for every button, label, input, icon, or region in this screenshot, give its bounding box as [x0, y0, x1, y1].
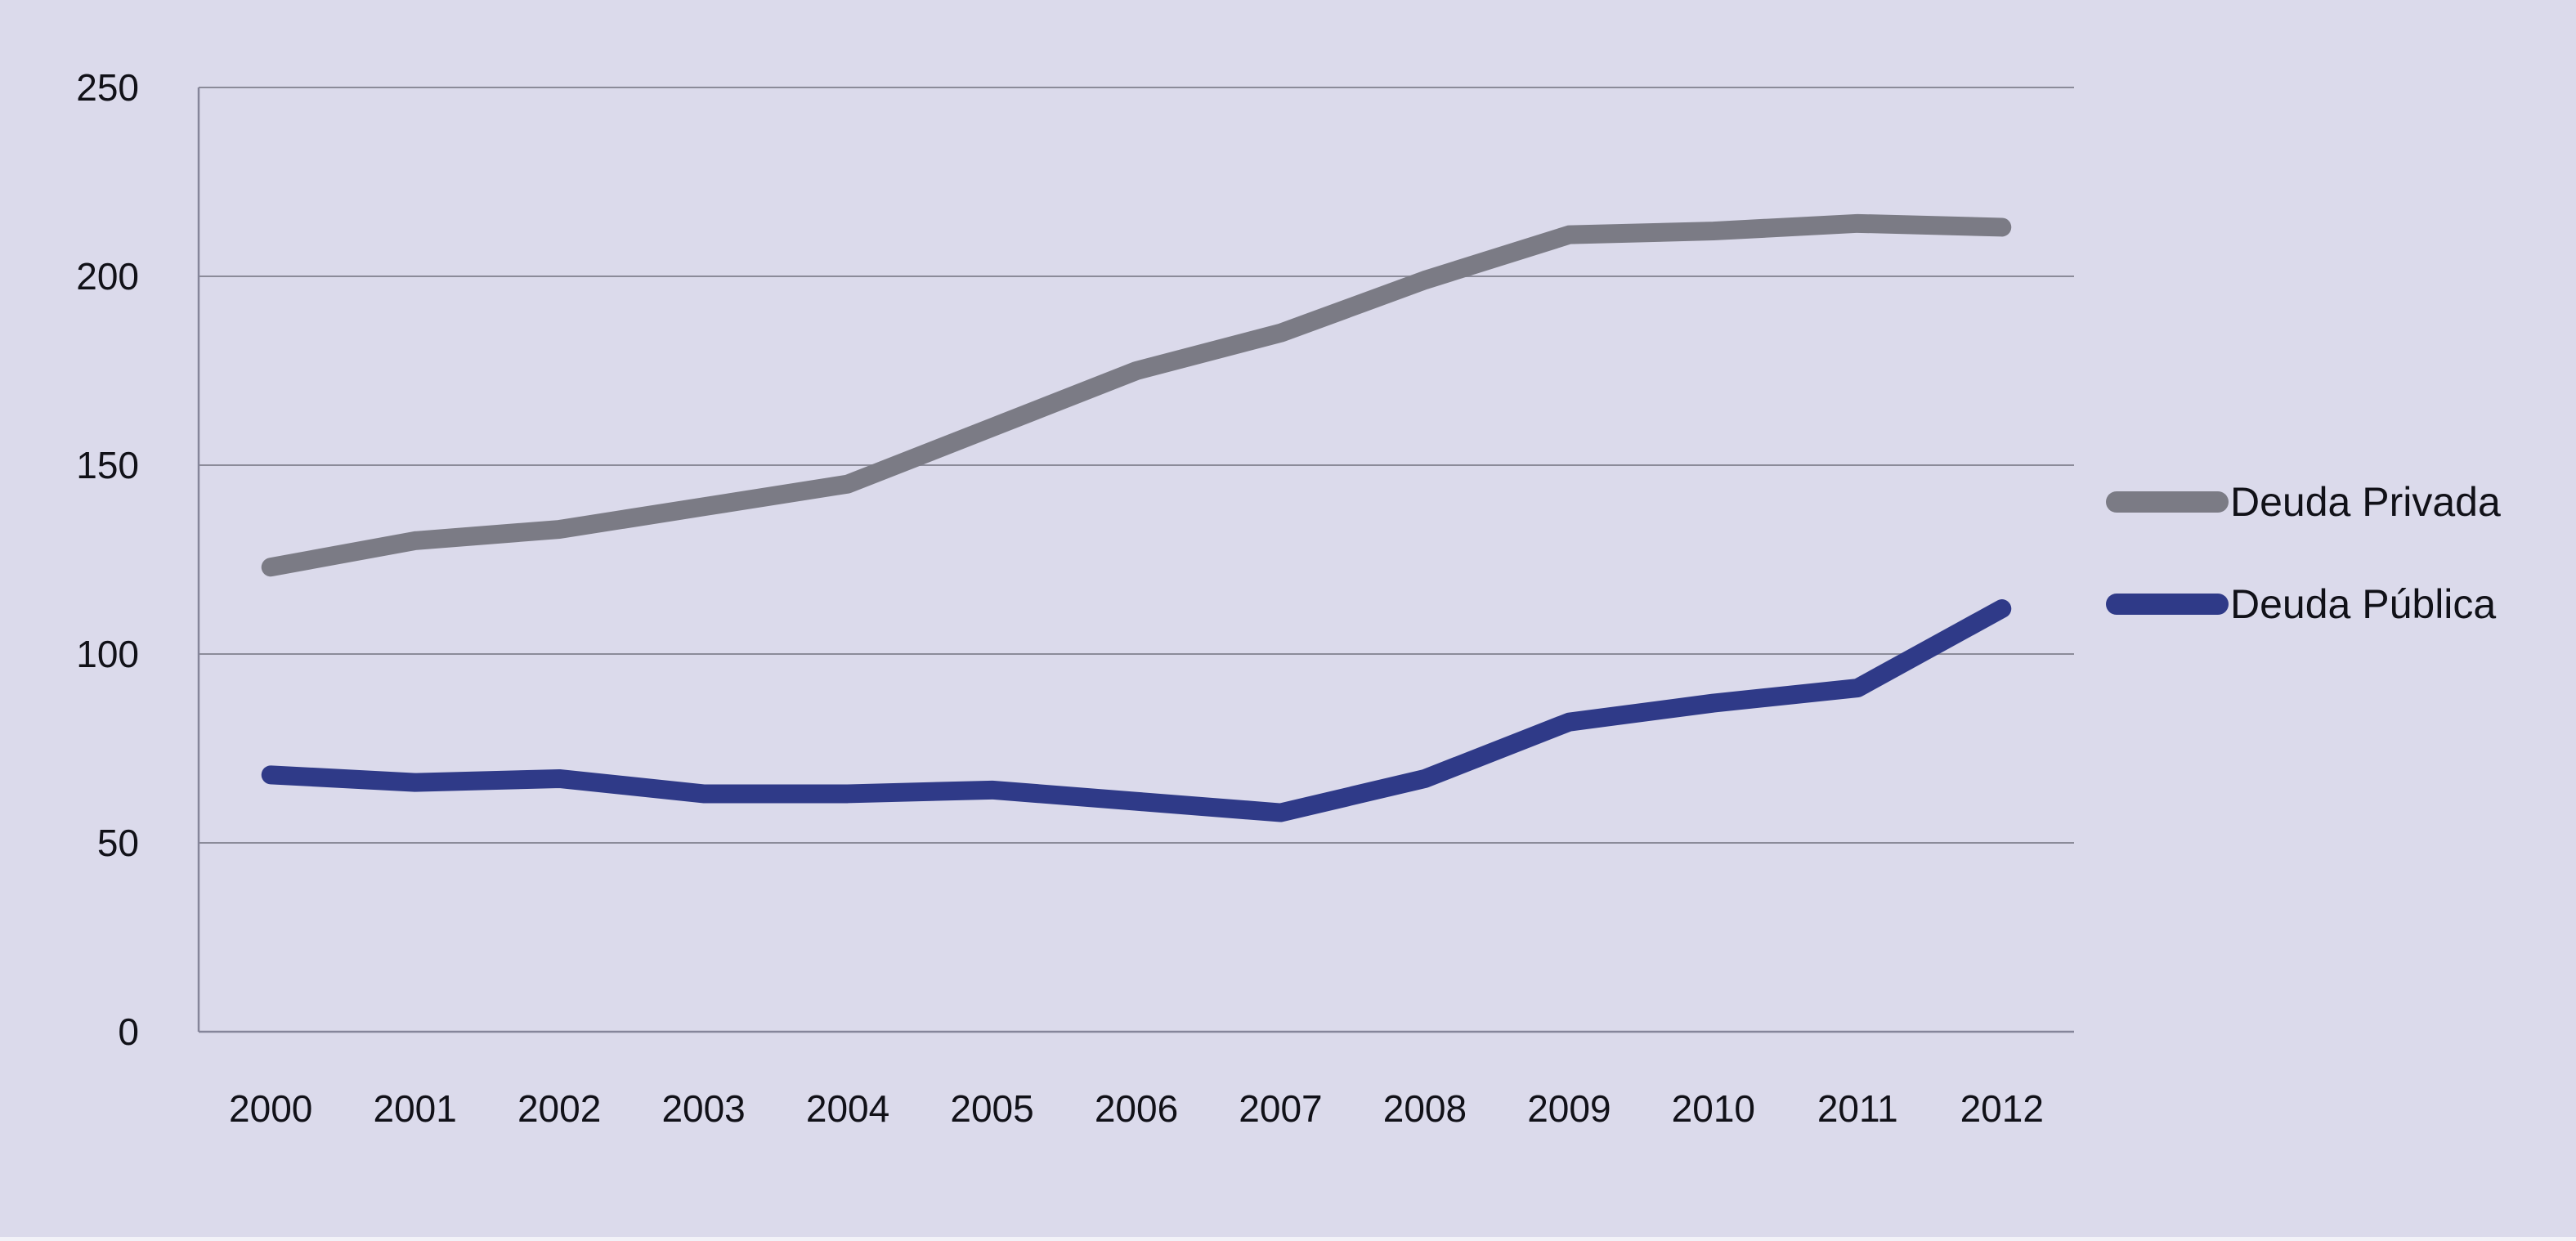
series-line-deuda-publica — [261, 599, 2012, 822]
x-tick-label: 2001 — [374, 1087, 457, 1130]
y-tick-label: 200 — [76, 255, 139, 298]
y-tick-label: 100 — [76, 633, 139, 675]
bottom-edge-strip — [0, 1237, 2576, 1241]
x-tick-label: 2002 — [517, 1087, 601, 1130]
x-tick-label: 2008 — [1383, 1087, 1467, 1130]
legend-label-deuda-publica: Deuda Pública — [2230, 581, 2496, 627]
x-tick-label: 2006 — [1095, 1087, 1178, 1130]
x-tick-label: 2011 — [1817, 1087, 1898, 1130]
legend-label-deuda-privada: Deuda Privada — [2230, 479, 2501, 525]
x-tick-label: 2009 — [1527, 1087, 1611, 1130]
x-tick-label: 2012 — [1960, 1087, 2044, 1130]
y-tick-label: 150 — [76, 444, 139, 486]
y-tick-label: 250 — [76, 66, 139, 109]
x-tick-label: 2004 — [806, 1087, 889, 1130]
series-line-deuda-privada — [261, 213, 2012, 577]
x-tick-label: 2000 — [229, 1087, 312, 1130]
y-tick-label: 50 — [97, 822, 139, 864]
x-tick-label: 2010 — [1672, 1087, 1755, 1130]
x-tick-label: 2007 — [1239, 1087, 1322, 1130]
x-tick-label: 2005 — [950, 1087, 1033, 1130]
y-tick-label: 0 — [118, 1010, 139, 1053]
x-tick-label: 2003 — [661, 1087, 745, 1130]
